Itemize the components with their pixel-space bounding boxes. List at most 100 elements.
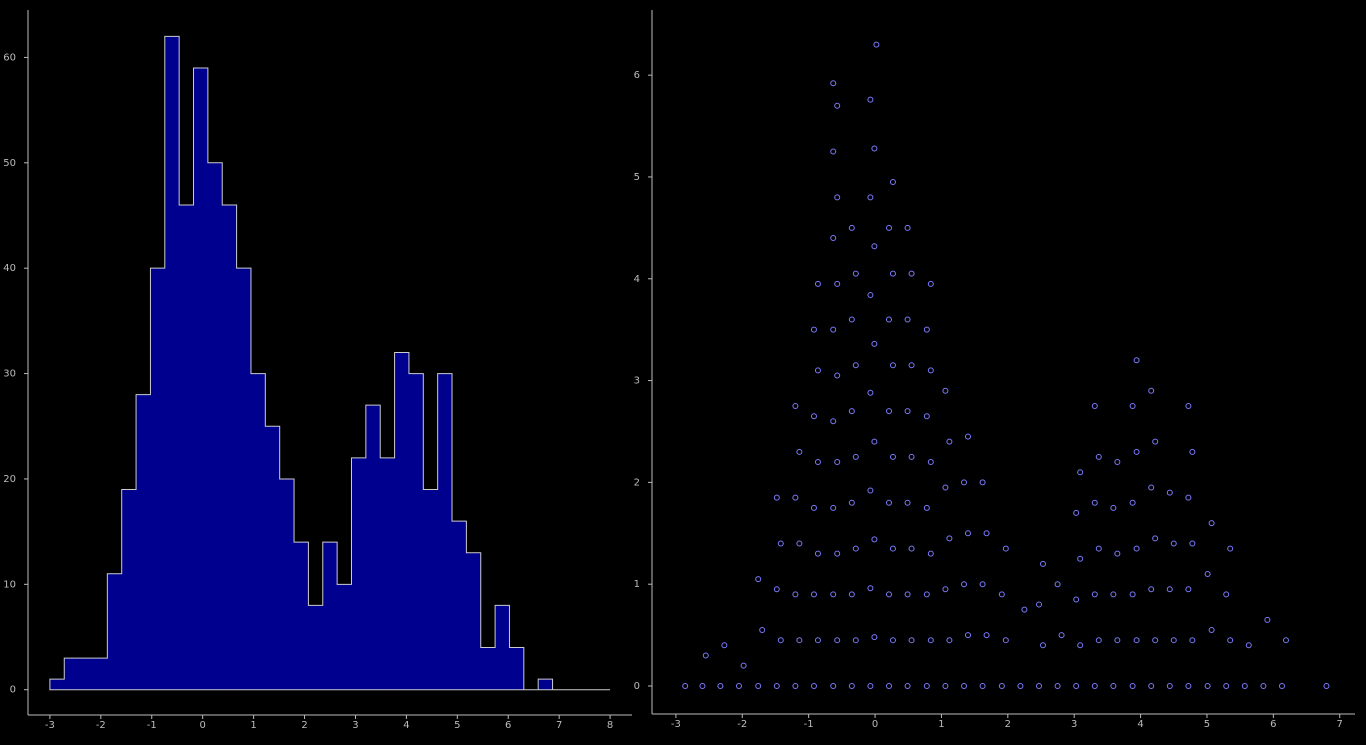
scatter-point [873,41,880,48]
scatter-point [871,536,878,543]
y-tick-label: 4 [634,274,640,285]
scatter-point [830,504,837,511]
scatter-point [1021,606,1028,613]
scatter-point [830,148,837,155]
scatter-point [1166,683,1173,690]
scatter-point [848,316,855,323]
x-tick-label: 5 [454,720,460,731]
histogram-bar [394,352,410,690]
histogram-bar [279,478,295,690]
scatter-point [834,459,841,466]
scatter-point [792,494,799,501]
scatter-point [889,453,896,460]
scatter-point [682,683,689,690]
scatter-point [814,280,821,287]
y-tick-label: 2 [634,477,640,488]
scatter-point [1054,581,1061,588]
scatter-point [904,499,911,506]
scatter-point [1152,535,1159,542]
scatter-point [834,102,841,109]
scatter-point [1091,499,1098,506]
x-tick-label: 1 [250,720,256,731]
histogram-bar [236,267,252,690]
scatter-point [1148,683,1155,690]
scatter-point [852,270,859,277]
scatter-point [1152,637,1159,644]
scatter-point [1073,683,1080,690]
scatter-point [1095,637,1102,644]
scatter-point [927,459,934,466]
scatter-point [904,408,911,415]
x-tick-label: 3 [1071,719,1077,730]
scatter-point [927,367,934,374]
histogram-bar [537,678,553,690]
x-tick-label: 8 [607,720,613,731]
scatter-point [885,408,892,415]
scatter-point [830,683,837,690]
scatter-point [830,326,837,333]
scatter-point [871,145,878,152]
scatter-point [830,80,837,87]
histogram-bar [308,605,324,690]
scatter-point [810,326,817,333]
scatter-point [867,96,874,103]
scatter-point [908,453,915,460]
scatter-point [1227,545,1234,552]
histogram-bar [107,573,122,690]
histogram-bar [64,657,79,690]
scatter-point [923,504,930,511]
scatter-point [1077,555,1084,562]
histogram-bar [423,489,438,690]
scatter-point [1002,637,1009,644]
histogram-bar [351,457,367,690]
histogram-bar [451,520,467,690]
y-tick-label: 30 [3,369,16,380]
scatter-point [908,637,915,644]
scatter-point [885,316,892,323]
scatter-point [1073,596,1080,603]
scatter-point [1095,453,1102,460]
scatter-point [848,499,855,506]
scatter-point [1058,632,1065,639]
scatter-point [848,408,855,415]
scatter-point [1204,571,1211,578]
scatter-point [889,637,896,644]
scatter-point [852,545,859,552]
scatter-point [942,387,949,394]
scatter-point [867,292,874,299]
scatter-point [927,550,934,557]
scatter-point [908,362,915,369]
y-tick-label: 6 [634,70,640,81]
scatter-point [1039,560,1046,567]
histogram-bar [207,162,223,690]
scatter-point [1323,683,1330,690]
scatter-point [867,585,874,592]
scatter-point [834,194,841,201]
scatter-point [1133,545,1140,552]
histogram-bar [121,489,137,690]
x-tick-label: 2 [1005,719,1011,730]
scatter-point [810,591,817,598]
scatter-point [1170,540,1177,547]
scatter-point [885,591,892,598]
scatter-point [1129,499,1136,506]
scatter-point [759,627,766,634]
scatter-point [1110,504,1117,511]
scatter-point [830,418,837,425]
scatter-point [867,389,874,396]
y-tick-label: 0 [634,681,640,692]
scatter-point [1129,591,1136,598]
scatter-point [1077,642,1084,649]
y-tick-label: 20 [3,474,16,485]
scatter-point [871,438,878,445]
x-tick-label: -3 [45,720,55,731]
x-tick-label: 3 [352,720,358,731]
scatter-point [721,642,728,649]
x-tick-label: 6 [505,720,511,731]
scatter-point [1189,540,1196,547]
scatter-point [773,586,780,593]
scatter-point [885,683,892,690]
histogram-bar [164,36,180,690]
scatter-point [796,448,803,455]
